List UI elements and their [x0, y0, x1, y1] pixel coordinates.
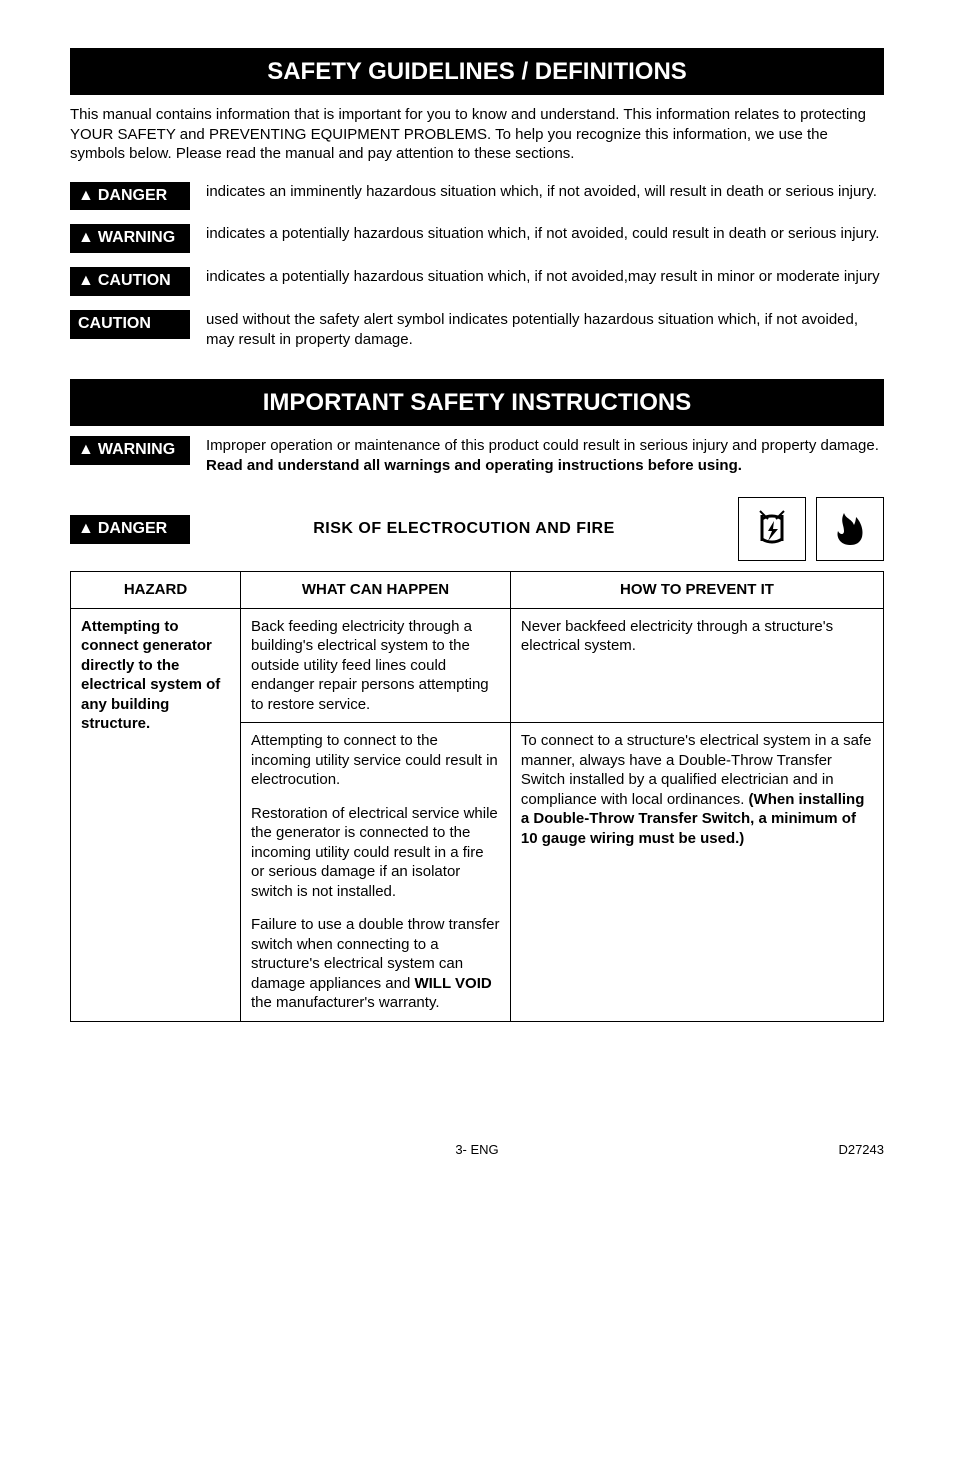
electrocution-icon — [752, 509, 792, 549]
what-p1: Attempting to connect to the incoming ut… — [251, 731, 500, 790]
page-number: 3- ENG — [455, 1142, 498, 1159]
table-row: Attempting to connect generator directly… — [71, 608, 884, 723]
col-header-prevent: HOW TO PREVENT IT — [510, 572, 883, 609]
prevent-cell-1: Never backfeed electricity through a str… — [510, 608, 883, 723]
alert-triangle-icon: ▲ — [78, 229, 94, 246]
signal-label-text: DANGER — [98, 520, 167, 537]
what-p3: Failure to use a double throw transfer s… — [251, 915, 500, 1013]
alert-triangle-icon: ▲ — [78, 520, 94, 537]
safety-intro-paragraph: This manual contains information that is… — [70, 105, 884, 164]
signal-label-text: CAUTION — [78, 315, 151, 332]
risk-title: RISK OF ELECTROCUTION AND FIRE — [210, 519, 718, 540]
important-safety-banner: IMPORTANT SAFETY INSTRUCTIONS — [70, 379, 884, 426]
signal-row-danger: ▲DANGER indicates an imminently hazardou… — [70, 182, 884, 211]
fire-icon — [830, 509, 870, 549]
signal-label-text: DANGER — [98, 187, 167, 204]
risk-heading-row: ▲DANGER RISK OF ELECTROCUTION AND FIRE — [70, 497, 884, 561]
caution-alert-label: ▲CAUTION — [70, 267, 190, 296]
operating-warning-bold: Read and understand all warnings and ope… — [206, 457, 742, 474]
signal-label-text: CAUTION — [98, 272, 171, 289]
caution-plain-text: used without the safety alert symbol ind… — [206, 310, 884, 349]
what-p3-b: the manufacturer's warranty. — [251, 994, 440, 1011]
operating-warning-block: ▲WARNING Improper operation or maintenan… — [70, 436, 884, 475]
alert-triangle-icon: ▲ — [78, 441, 94, 458]
operating-warning-lead: Improper operation or maintenance of thi… — [206, 437, 879, 454]
warning-text: indicates a potentially hazardous situat… — [206, 224, 884, 244]
caution-plain-label: CAUTION — [70, 310, 190, 339]
electrocution-icon-box — [738, 497, 806, 561]
signal-label-text: WARNING — [98, 229, 175, 246]
what-p3-bold: WILL VOID — [414, 975, 491, 992]
signal-row-warning: ▲WARNING indicates a potentially hazardo… — [70, 224, 884, 253]
page-footer: 3- ENG D27243 — [70, 1142, 884, 1159]
warning-label-2: ▲WARNING — [70, 436, 190, 465]
fire-icon-box — [816, 497, 884, 561]
what-p2: Restoration of electrical service while … — [251, 804, 500, 902]
signal-label-text: WARNING — [98, 441, 175, 458]
caution-alert-text: indicates a potentially hazardous situat… — [206, 267, 884, 287]
alert-triangle-icon: ▲ — [78, 187, 94, 204]
safety-guidelines-banner: SAFETY GUIDELINES / DEFINITIONS — [70, 48, 884, 95]
danger-label: ▲DANGER — [70, 182, 190, 211]
signal-row-caution-alert: ▲CAUTION indicates a potentially hazardo… — [70, 267, 884, 296]
what-cell-1: Back feeding electricity through a build… — [241, 608, 511, 723]
prevent-cell-2: To connect to a structure's electrical s… — [510, 723, 883, 1022]
hazard-table: HAZARD WHAT CAN HAPPEN HOW TO PREVENT IT… — [70, 571, 884, 1022]
signal-row-caution-plain: CAUTION used without the safety alert sy… — [70, 310, 884, 349]
risk-icon-group — [738, 497, 884, 561]
what-cell-2: Attempting to connect to the incoming ut… — [241, 723, 511, 1022]
hazard-cell: Attempting to connect generator directly… — [71, 608, 241, 1021]
doc-number: D27243 — [838, 1142, 884, 1159]
danger-text: indicates an imminently hazardous situat… — [206, 182, 884, 202]
danger-label-2: ▲DANGER — [70, 515, 190, 544]
table-header-row: HAZARD WHAT CAN HAPPEN HOW TO PREVENT IT — [71, 572, 884, 609]
col-header-what: WHAT CAN HAPPEN — [241, 572, 511, 609]
alert-triangle-icon: ▲ — [78, 272, 94, 289]
col-header-hazard: HAZARD — [71, 572, 241, 609]
warning-label: ▲WARNING — [70, 224, 190, 253]
